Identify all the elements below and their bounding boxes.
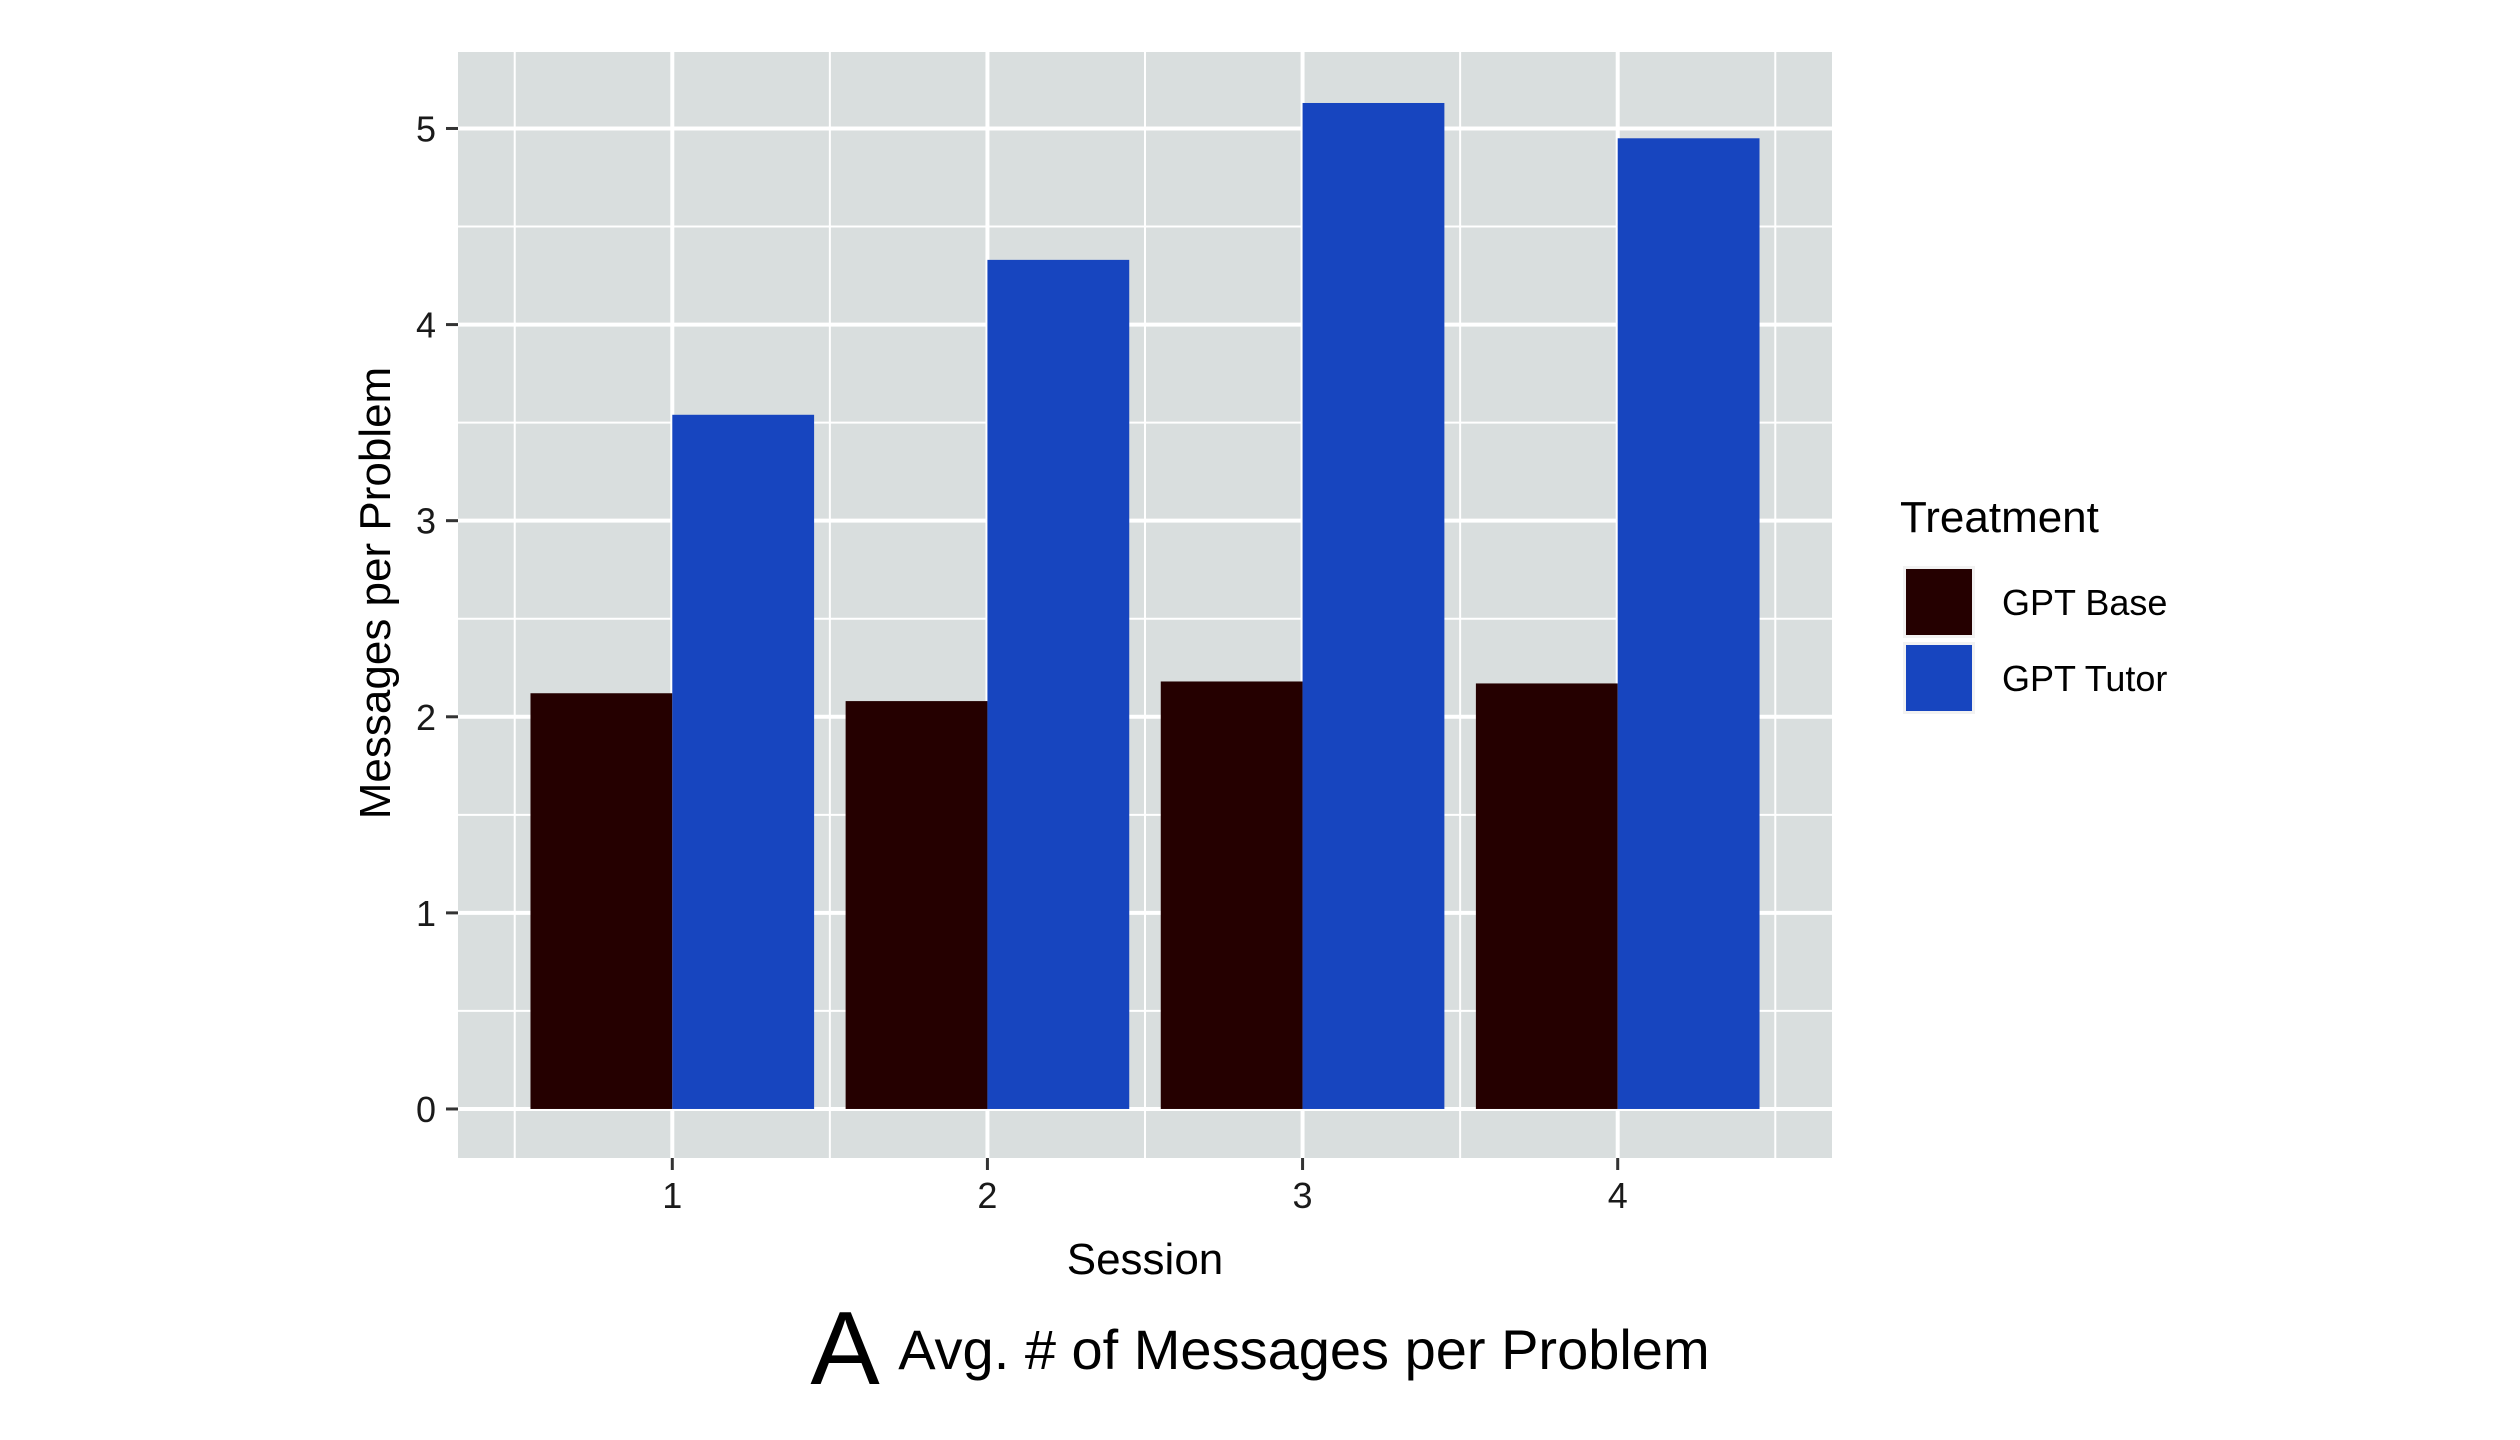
caption-panel-letter: A [810,1291,880,1407]
bar-gpt-tutor-session-2 [987,259,1130,1109]
y-tick-label: 5 [416,108,436,149]
y-tick-label: 2 [416,697,436,738]
bar-gpt-tutor-session-3 [1302,102,1445,1109]
x-tick-label: 2 [977,1175,997,1216]
y-axis-title: Messages per Problem [351,367,400,819]
y-tick-label: 4 [416,305,436,346]
bars [530,102,1760,1109]
bar-gpt-base-session-1 [530,693,673,1109]
caption-text: Avg. # of Messages per Problem [898,1318,1710,1381]
x-tick-label: 1 [662,1175,682,1216]
bar-gpt-base-session-2 [845,701,988,1109]
legend-label: GPT Base [2002,582,2167,623]
bar-gpt-tutor-session-4 [1617,138,1760,1109]
legend-items: GPT Base GPT Tutor [1903,566,2167,714]
x-axis-title: Session [1067,1235,1224,1284]
bar-gpt-base-session-4 [1475,683,1618,1109]
y-axis: 0 1 2 3 4 5 [416,108,458,1130]
y-tick-label: 3 [416,501,436,542]
legend-title: Treatment [1900,493,2099,542]
legend: Treatment GPT Base GPT Tutor [1900,493,2167,714]
bar-gpt-tutor-session-1 [672,414,815,1109]
y-tick-label: 1 [416,893,436,934]
x-axis: 1 2 3 4 [662,1158,1628,1216]
legend-label: GPT Tutor [2002,658,2167,699]
x-tick-label: 4 [1608,1175,1628,1216]
legend-swatch-gpt-tutor [1906,645,1972,711]
bar-gpt-base-session-3 [1160,681,1303,1109]
x-tick-label: 3 [1293,1175,1313,1216]
y-tick-label: 0 [416,1089,436,1130]
legend-swatch-gpt-base [1906,569,1972,635]
figure-caption: A Avg. # of Messages per Problem [0,1290,2520,1409]
